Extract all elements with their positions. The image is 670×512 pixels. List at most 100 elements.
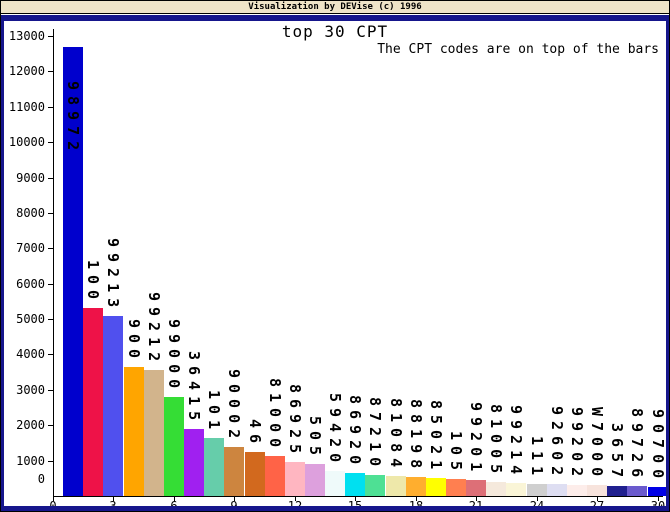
bar-value-label-99201: 99201 xyxy=(467,401,485,477)
bar-value-label-46: 46 xyxy=(246,418,264,449)
x-axis-tick-label: 18 xyxy=(401,500,431,511)
y-tick-mark xyxy=(48,36,53,37)
window-border-bottom xyxy=(1,506,669,511)
bar-value-label-100: 100 xyxy=(84,259,102,305)
y-axis-tick-label: 3000 xyxy=(16,383,45,397)
bar-cpt-99201 xyxy=(466,480,486,496)
bar-cpt-81005 xyxy=(486,482,506,496)
x-tick-mark xyxy=(597,496,598,501)
titlebar-divider xyxy=(1,15,669,21)
x-tick-mark xyxy=(234,496,235,501)
x-axis-tick-label: 9 xyxy=(219,500,249,511)
x-tick-mark xyxy=(476,496,477,501)
bar-cpt-88198 xyxy=(406,477,426,496)
bar-cpt-505 xyxy=(305,464,325,496)
x-axis-line xyxy=(53,496,663,497)
y-tick-mark xyxy=(48,461,53,462)
y-axis-tick-label: 1000 xyxy=(16,454,45,468)
bar-value-label-81084: 81084 xyxy=(387,397,405,473)
bar-value-label-90002: 90002 xyxy=(225,368,243,444)
y-tick-mark xyxy=(48,354,53,355)
bar-cpt-90700 xyxy=(648,487,668,496)
bar-value-label-81000: 81000 xyxy=(266,377,284,453)
x-tick-mark xyxy=(53,496,54,501)
window-titlebar: Visualization by DEVise (c) 1996 xyxy=(1,1,669,14)
bar-value-label-900: 900 xyxy=(125,318,143,364)
bar-value-label-90700: 90700 xyxy=(649,408,667,484)
bar-cpt-900 xyxy=(124,367,144,496)
y-tick-mark xyxy=(48,142,53,143)
bar-cpt-111 xyxy=(527,484,547,496)
bar-value-label-99214: 99214 xyxy=(507,404,525,480)
bar-cpt-59420 xyxy=(325,471,345,496)
y-axis-tick-label: 0 xyxy=(37,472,45,486)
x-axis-tick-label: 24 xyxy=(522,500,552,511)
bar-value-label-81005: 81005 xyxy=(487,403,505,479)
y-axis-tick-label: 10000 xyxy=(8,135,45,149)
y-tick-mark xyxy=(48,390,53,391)
y-tick-mark xyxy=(48,213,53,214)
bar-cpt-85021 xyxy=(426,478,446,496)
bar-cpt-36415 xyxy=(184,429,204,496)
y-axis-tick-label: 11000 xyxy=(8,100,45,114)
x-axis-tick-label: 12 xyxy=(280,500,310,511)
chart-annotation: The CPT codes are on top of the bars xyxy=(377,42,659,57)
bar-value-label-59420: 59420 xyxy=(326,392,344,468)
y-tick-mark xyxy=(48,71,53,72)
y-axis-tick-label: 5000 xyxy=(16,312,45,326)
bar-cpt-99000 xyxy=(164,397,184,496)
x-tick-mark xyxy=(355,496,356,501)
x-axis-tick-label: 30 xyxy=(643,500,669,511)
bar-cpt-100 xyxy=(83,308,103,496)
bar-cpt-99212 xyxy=(144,370,164,496)
bar-value-label-89726: 89726 xyxy=(628,407,646,483)
y-tick-mark xyxy=(48,107,53,108)
bar-cpt-99202 xyxy=(567,485,587,496)
x-tick-mark xyxy=(537,496,538,501)
bar-value-label-98972: 98972 xyxy=(64,81,82,157)
bar-value-label-101: 101 xyxy=(205,389,223,435)
y-axis-tick-label: 13000 xyxy=(8,29,45,43)
bar-cpt-101 xyxy=(204,438,224,496)
bar-value-label-92602: 92602 xyxy=(548,405,566,481)
bar-cpt-89726 xyxy=(627,486,647,496)
bar-cpt-87210 xyxy=(365,475,385,496)
y-axis-tick-label: 4000 xyxy=(16,347,45,361)
window-border-right xyxy=(666,21,669,511)
bar-cpt-98972 xyxy=(63,47,83,496)
bar-value-label-111: 111 xyxy=(528,435,546,481)
bar-value-label-36415: 36415 xyxy=(185,350,203,426)
bar-value-label-87210: 87210 xyxy=(366,396,384,472)
y-tick-mark xyxy=(48,425,53,426)
x-tick-mark xyxy=(174,496,175,501)
x-tick-mark xyxy=(416,496,417,501)
bar-cpt-92602 xyxy=(547,484,567,496)
bar-value-label-505: 505 xyxy=(306,415,324,461)
bar-value-label-85021: 85021 xyxy=(427,399,445,475)
bar-cpt-81000 xyxy=(265,456,285,496)
window-title-text: Visualization by DEVise (c) 1996 xyxy=(248,2,422,12)
y-tick-mark xyxy=(48,248,53,249)
bar-cpt-90002 xyxy=(224,447,244,496)
bar-cpt-W7000 xyxy=(587,485,607,496)
bar-value-label-99213: 99213 xyxy=(104,237,122,313)
bar-value-label-88198: 88198 xyxy=(407,398,425,474)
bar-value-label-3657: 3657 xyxy=(608,422,626,483)
bar-value-label-86925: 86925 xyxy=(286,383,304,459)
bar-value-label-99202: 99202 xyxy=(568,406,586,482)
y-axis-tick-label: 7000 xyxy=(16,241,45,255)
x-axis-tick-label: 0 xyxy=(38,500,68,511)
window-border-left xyxy=(1,21,4,511)
x-tick-mark xyxy=(295,496,296,501)
y-tick-mark xyxy=(48,178,53,179)
x-axis-tick-label: 27 xyxy=(582,500,612,511)
bar-value-label-105: 105 xyxy=(447,430,465,476)
bar-cpt-105 xyxy=(446,479,466,496)
bar-cpt-46 xyxy=(245,452,265,496)
y-axis-tick-label: 6000 xyxy=(16,277,45,291)
x-axis-tick-label: 15 xyxy=(340,500,370,511)
bar-cpt-81084 xyxy=(386,476,406,496)
x-axis-tick-label: 3 xyxy=(98,500,128,511)
bar-value-label-99000: 99000 xyxy=(165,318,183,394)
